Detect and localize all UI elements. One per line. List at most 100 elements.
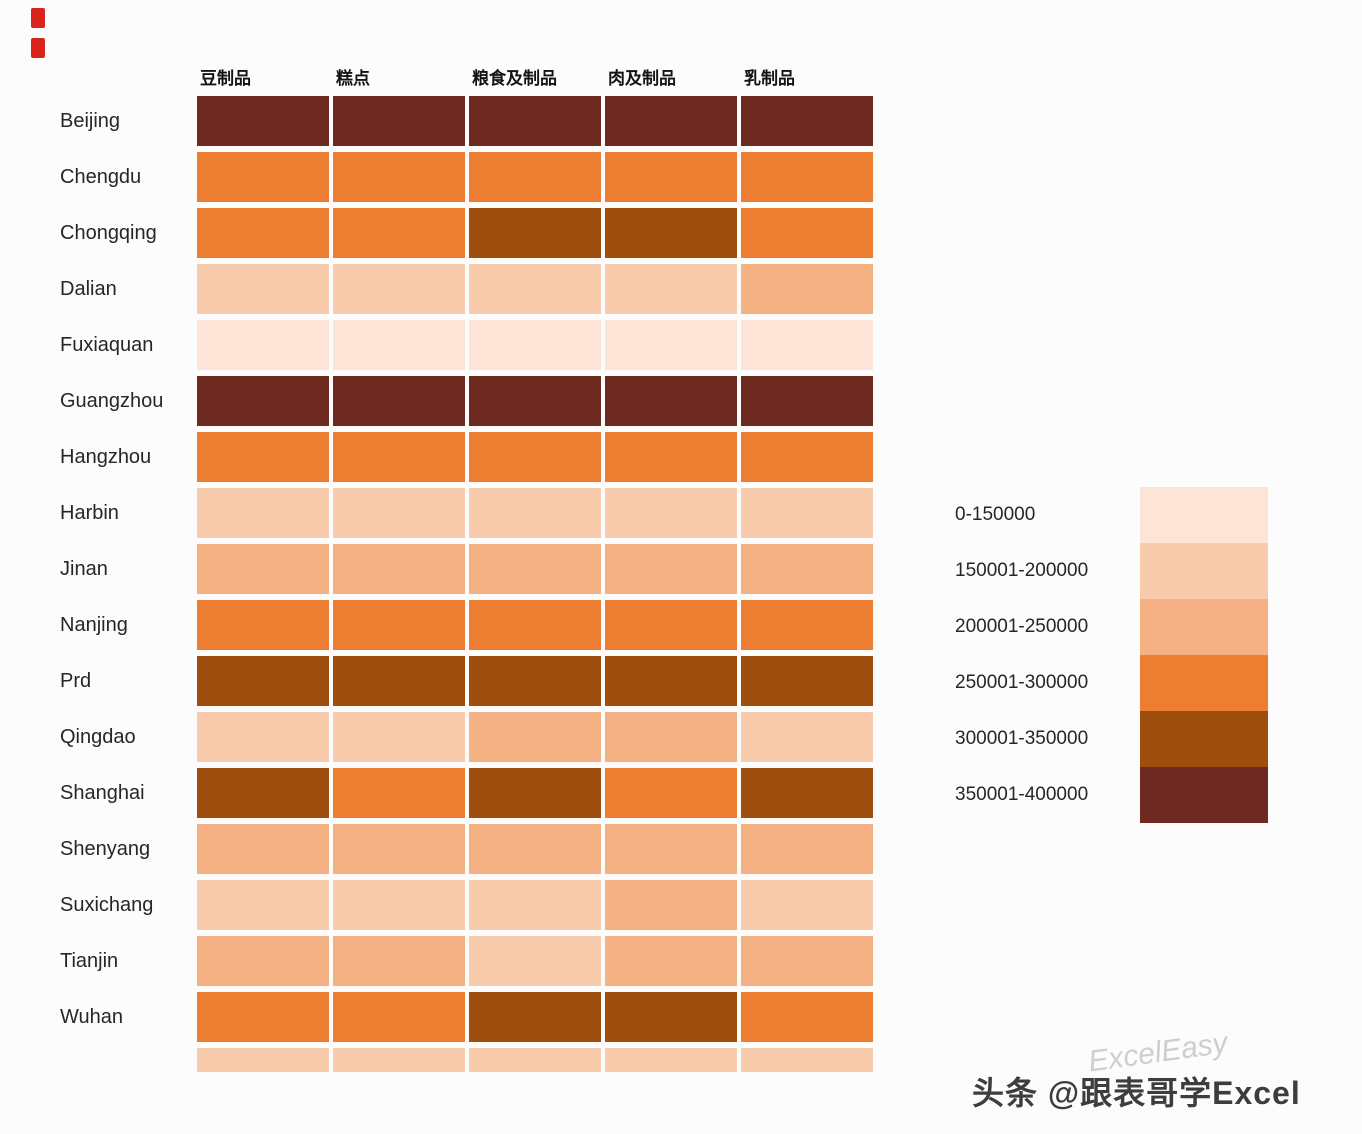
heatmap-cell bbox=[333, 1048, 465, 1072]
legend-label: 300001-350000 bbox=[955, 728, 1089, 749]
column-header: 肉及制品 bbox=[608, 69, 676, 88]
row-label: Chengdu bbox=[60, 166, 142, 188]
heatmap-cell bbox=[333, 712, 465, 762]
heatmap-cell bbox=[469, 320, 601, 370]
heatmap-cell bbox=[333, 432, 465, 482]
heatmap-cell bbox=[741, 824, 873, 874]
heatmap-cell bbox=[333, 936, 465, 986]
heatmap-cell bbox=[333, 152, 465, 202]
heatmap-cell bbox=[605, 712, 737, 762]
row-label: Chongqing bbox=[60, 222, 157, 244]
heatmap-cell bbox=[197, 152, 329, 202]
legend-label: 200001-250000 bbox=[955, 616, 1089, 637]
heatmap-cell bbox=[333, 824, 465, 874]
legend-swatch bbox=[1140, 599, 1268, 655]
row-label: Tianjin bbox=[60, 950, 119, 972]
heatmap-cell bbox=[333, 600, 465, 650]
heatmap-cell bbox=[197, 320, 329, 370]
heatmap-cell bbox=[469, 432, 601, 482]
heatmap-cell bbox=[333, 208, 465, 258]
heatmap-cell bbox=[741, 432, 873, 482]
heatmap-cell bbox=[741, 880, 873, 930]
row-label: Prd bbox=[60, 670, 92, 692]
heatmap-cell bbox=[741, 320, 873, 370]
row-label: Beijing bbox=[60, 110, 121, 132]
row-label: Shenyang bbox=[60, 838, 151, 860]
heatmap-cell bbox=[197, 656, 329, 706]
heatmap-cell bbox=[605, 656, 737, 706]
heatmap-cell bbox=[605, 880, 737, 930]
red-mark-icon bbox=[31, 38, 45, 58]
heatmap-cell bbox=[197, 544, 329, 594]
heatmap-cell bbox=[197, 264, 329, 314]
legend-swatch bbox=[1140, 487, 1268, 543]
heatmap-cell bbox=[605, 992, 737, 1042]
heatmap-cell bbox=[741, 376, 873, 426]
heatmap-cell bbox=[741, 712, 873, 762]
heatmap-cell bbox=[197, 488, 329, 538]
row-label: Nanjing bbox=[60, 614, 128, 636]
heatmap-cell bbox=[605, 1048, 737, 1072]
heatmap-cell bbox=[333, 768, 465, 818]
legend-label: 0-150000 bbox=[955, 504, 1036, 525]
column-header: 粮食及制品 bbox=[472, 69, 557, 88]
heatmap-cell bbox=[333, 376, 465, 426]
heatmap-cell bbox=[469, 600, 601, 650]
heatmap-cell bbox=[605, 376, 737, 426]
heatmap-cell bbox=[605, 152, 737, 202]
heatmap-cell bbox=[605, 544, 737, 594]
column-header: 豆制品 bbox=[200, 69, 251, 88]
heatmap-cell bbox=[333, 544, 465, 594]
heatmap-cell bbox=[741, 264, 873, 314]
heatmap-cell bbox=[741, 656, 873, 706]
heatmap-cell bbox=[197, 600, 329, 650]
heatmap-cell bbox=[469, 96, 601, 146]
heatmap-cell bbox=[197, 712, 329, 762]
row-label: Harbin bbox=[60, 502, 119, 524]
heatmap-cell bbox=[469, 880, 601, 930]
row-label: Hangzhou bbox=[60, 446, 152, 468]
heatmap-cell bbox=[605, 488, 737, 538]
heatmap-cell bbox=[469, 1048, 601, 1072]
heatmap-cell bbox=[605, 432, 737, 482]
heatmap-cell bbox=[605, 600, 737, 650]
heatmap-cell bbox=[333, 264, 465, 314]
heatmap-cell bbox=[469, 264, 601, 314]
row-label: Jinan bbox=[60, 558, 108, 580]
heatmap-cell bbox=[605, 208, 737, 258]
row-label: Suxichang bbox=[60, 894, 154, 916]
heatmap-cell bbox=[605, 936, 737, 986]
legend-label: 350001-400000 bbox=[955, 784, 1089, 805]
row-label: Shanghai bbox=[60, 782, 145, 804]
heatmap-cell bbox=[741, 992, 873, 1042]
heatmap-cell bbox=[197, 1048, 329, 1072]
heatmap-cell bbox=[469, 152, 601, 202]
heatmap-cell bbox=[469, 992, 601, 1042]
red-mark-icon bbox=[31, 8, 45, 28]
legend-swatch bbox=[1140, 711, 1268, 767]
heatmap-cell bbox=[741, 208, 873, 258]
heatmap-cell bbox=[469, 208, 601, 258]
heatmap-cell bbox=[469, 768, 601, 818]
heatmap-cell bbox=[605, 264, 737, 314]
heatmap-cell bbox=[197, 208, 329, 258]
heatmap-cell bbox=[197, 96, 329, 146]
column-header: 糕点 bbox=[336, 69, 370, 88]
heatmap-cell bbox=[469, 656, 601, 706]
heatmap-cell bbox=[605, 824, 737, 874]
heatmap-cell bbox=[197, 432, 329, 482]
legend-swatch bbox=[1140, 767, 1268, 823]
row-label: Guangzhou bbox=[60, 390, 164, 412]
row-label: Fuxiaquan bbox=[60, 334, 154, 356]
heatmap-cell bbox=[333, 992, 465, 1042]
heatmap-cell bbox=[741, 96, 873, 146]
heatmap-cell bbox=[469, 544, 601, 594]
row-label: Dalian bbox=[60, 278, 117, 300]
heatmap-cell bbox=[333, 488, 465, 538]
heatmap-cell bbox=[741, 768, 873, 818]
heatmap-cell bbox=[469, 376, 601, 426]
legend-swatch bbox=[1140, 655, 1268, 711]
heatmap-cell bbox=[605, 96, 737, 146]
heatmap-cell bbox=[469, 936, 601, 986]
